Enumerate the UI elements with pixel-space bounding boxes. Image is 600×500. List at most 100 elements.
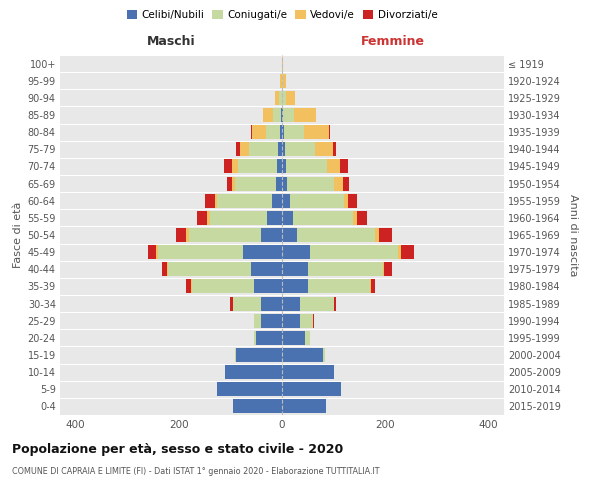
Bar <box>236 348 282 362</box>
Bar <box>282 211 293 225</box>
Bar <box>328 160 340 173</box>
Bar <box>276 176 282 190</box>
Bar <box>353 211 357 225</box>
Bar <box>233 296 262 310</box>
Bar <box>243 245 282 259</box>
Text: COMUNE DI CAPRAIA E LIMITE (FI) - Dati ISTAT 1° gennaio 2020 - Elaborazione TUTT: COMUNE DI CAPRAIA E LIMITE (FI) - Dati I… <box>12 468 380 476</box>
Text: Maschi: Maschi <box>146 35 196 48</box>
Bar <box>205 194 215 207</box>
Bar <box>282 125 284 139</box>
Bar <box>280 74 282 88</box>
Bar <box>282 314 300 328</box>
Bar <box>217 382 282 396</box>
Bar <box>344 194 348 207</box>
Bar <box>282 245 310 259</box>
Bar <box>383 262 384 276</box>
Bar <box>370 280 371 293</box>
Bar <box>375 228 379 242</box>
Bar <box>215 194 217 207</box>
Bar <box>233 400 282 413</box>
Bar <box>197 211 207 225</box>
Bar <box>272 194 282 207</box>
Bar <box>379 228 392 242</box>
Bar <box>232 176 235 190</box>
Bar <box>282 348 323 362</box>
Bar <box>287 176 334 190</box>
Bar <box>298 228 375 242</box>
Bar <box>251 125 266 139</box>
Bar <box>304 125 329 139</box>
Bar <box>315 142 333 156</box>
Bar <box>357 211 367 225</box>
Bar <box>167 262 169 276</box>
Text: Femmine: Femmine <box>361 35 425 48</box>
Bar <box>187 228 189 242</box>
Bar <box>285 142 315 156</box>
Bar <box>282 56 283 70</box>
Bar <box>191 280 254 293</box>
Y-axis label: Fasce di età: Fasce di età <box>13 202 23 268</box>
Bar <box>308 280 370 293</box>
Bar <box>280 125 282 139</box>
Bar <box>262 314 282 328</box>
Bar <box>273 108 281 122</box>
Bar <box>283 74 286 88</box>
Bar <box>148 245 155 259</box>
Bar <box>305 331 310 345</box>
Bar <box>282 108 283 122</box>
Bar <box>300 296 334 310</box>
Bar <box>169 262 251 276</box>
Bar <box>251 262 282 276</box>
Bar <box>254 314 262 328</box>
Bar <box>189 228 262 242</box>
Bar <box>329 125 330 139</box>
Bar <box>334 296 336 310</box>
Bar <box>398 245 401 259</box>
Bar <box>235 348 236 362</box>
Bar <box>263 108 273 122</box>
Bar <box>281 108 282 122</box>
Bar <box>225 365 282 379</box>
Bar <box>293 211 353 225</box>
Bar <box>217 194 272 207</box>
Bar <box>286 91 295 105</box>
Bar <box>238 160 277 173</box>
Bar <box>250 142 278 156</box>
Legend: Celibi/Nubili, Coniugati/e, Vedovi/e, Divorziati/e: Celibi/Nubili, Coniugati/e, Vedovi/e, Di… <box>127 10 437 20</box>
Bar <box>158 245 243 259</box>
Bar <box>282 280 308 293</box>
Bar <box>308 262 383 276</box>
Bar <box>176 228 187 242</box>
Bar <box>340 160 348 173</box>
Bar <box>333 142 335 156</box>
Bar <box>277 160 282 173</box>
Bar <box>323 348 325 362</box>
Bar <box>240 142 250 156</box>
Bar <box>290 194 344 207</box>
Bar <box>384 262 392 276</box>
Bar <box>334 176 343 190</box>
Bar <box>343 176 349 190</box>
Bar <box>295 108 316 122</box>
Bar <box>310 245 398 259</box>
Bar <box>282 365 334 379</box>
Bar <box>348 194 358 207</box>
Bar <box>254 280 282 293</box>
Bar <box>235 176 276 190</box>
Bar <box>230 296 233 310</box>
Bar <box>207 211 210 225</box>
Bar <box>401 245 413 259</box>
Bar <box>282 74 283 88</box>
Text: Popolazione per età, sesso e stato civile - 2020: Popolazione per età, sesso e stato civil… <box>12 442 343 456</box>
Bar <box>282 194 290 207</box>
Bar <box>262 296 282 310</box>
Bar <box>282 331 305 345</box>
Bar <box>262 228 282 242</box>
Bar <box>371 280 375 293</box>
Bar <box>286 160 328 173</box>
Bar <box>282 400 326 413</box>
Bar <box>236 142 240 156</box>
Bar <box>162 262 167 276</box>
Bar <box>282 382 341 396</box>
Bar <box>187 280 191 293</box>
